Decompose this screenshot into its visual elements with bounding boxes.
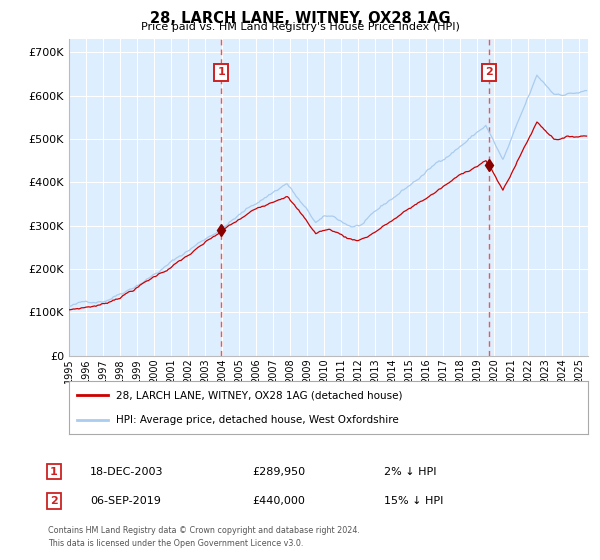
Text: 2% ↓ HPI: 2% ↓ HPI (384, 466, 437, 477)
Text: Contains HM Land Registry data © Crown copyright and database right 2024.
This d: Contains HM Land Registry data © Crown c… (48, 526, 360, 548)
Text: 15% ↓ HPI: 15% ↓ HPI (384, 496, 443, 506)
Text: 2: 2 (50, 496, 58, 506)
Text: 06-SEP-2019: 06-SEP-2019 (90, 496, 161, 506)
Text: 28, LARCH LANE, WITNEY, OX28 1AG: 28, LARCH LANE, WITNEY, OX28 1AG (149, 11, 451, 26)
Text: 28, LARCH LANE, WITNEY, OX28 1AG (detached house): 28, LARCH LANE, WITNEY, OX28 1AG (detach… (116, 390, 402, 400)
Text: HPI: Average price, detached house, West Oxfordshire: HPI: Average price, detached house, West… (116, 414, 398, 424)
Text: Price paid vs. HM Land Registry's House Price Index (HPI): Price paid vs. HM Land Registry's House … (140, 22, 460, 32)
Text: 18-DEC-2003: 18-DEC-2003 (90, 466, 163, 477)
Text: 1: 1 (218, 67, 226, 77)
Text: 2: 2 (485, 67, 493, 77)
Text: £289,950: £289,950 (252, 466, 305, 477)
Text: 1: 1 (50, 466, 58, 477)
Text: £440,000: £440,000 (252, 496, 305, 506)
